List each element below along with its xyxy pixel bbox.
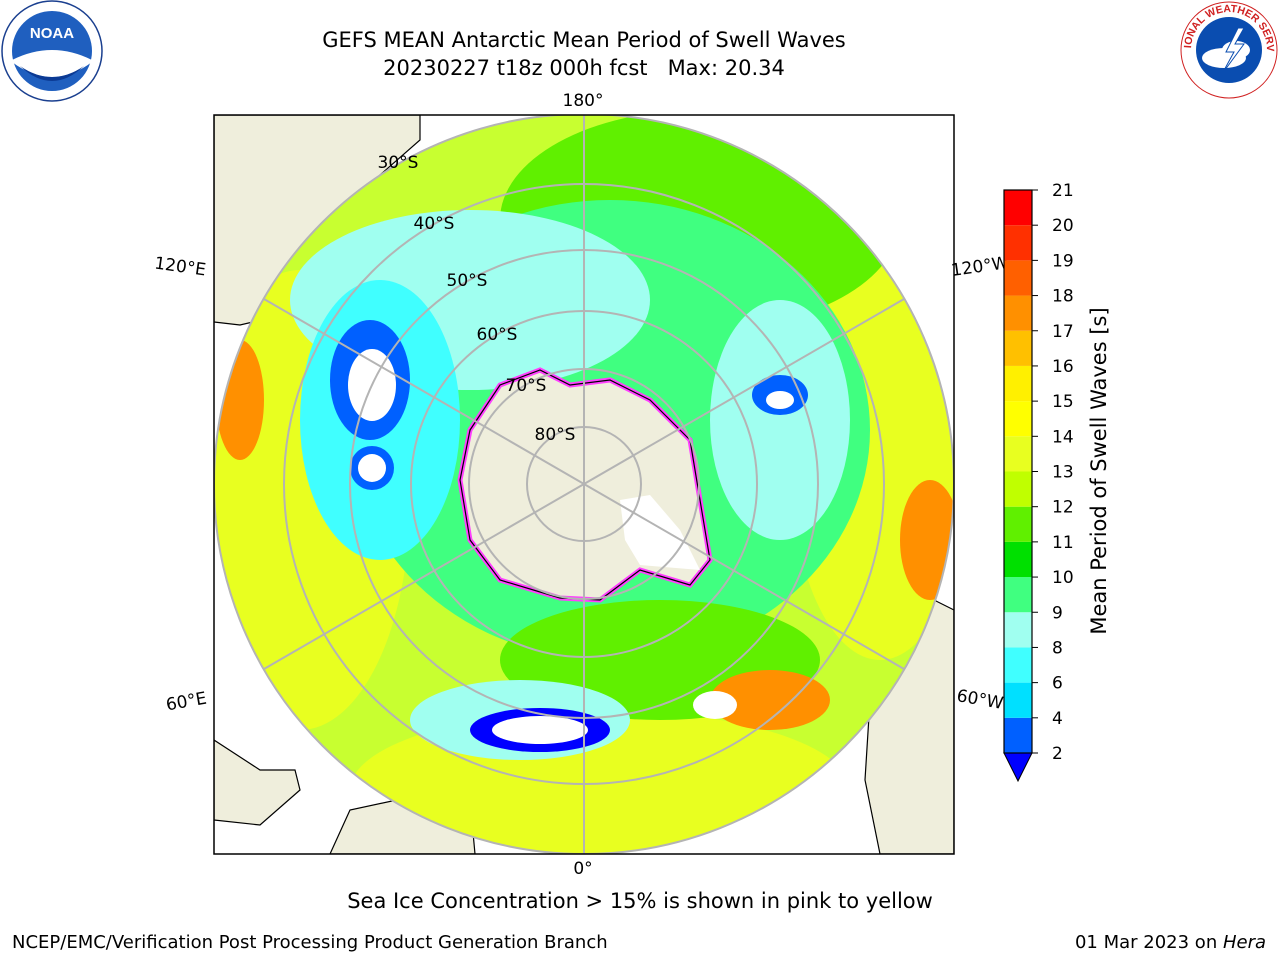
lat-label-80s: 80°S bbox=[535, 425, 576, 445]
lon-label-120w: 120°W bbox=[950, 253, 1010, 281]
colorbar-tick-label: 14 bbox=[1052, 427, 1074, 447]
colorbar-label: Mean Period of Swell Waves [s] bbox=[1087, 307, 1111, 634]
colorbar-bin bbox=[1004, 506, 1032, 542]
nws-logo: NATIONAL WEATHER SERVICE bbox=[1178, 0, 1278, 99]
colorbar-tick-label: 16 bbox=[1052, 357, 1074, 377]
colorbar-bin bbox=[1004, 190, 1032, 226]
colorbar-bin bbox=[1004, 717, 1032, 753]
colorbar-tick-label: 20 bbox=[1052, 216, 1074, 236]
lon-label-120e: 120°E bbox=[153, 254, 207, 281]
lat-label-40s: 40°S bbox=[414, 214, 455, 234]
footer-date-text: 01 Mar 2023 on bbox=[1074, 932, 1223, 953]
colorbar-bin bbox=[1004, 260, 1032, 296]
plot-title: GEFS MEAN Antarctic Mean Period of Swell… bbox=[322, 26, 846, 82]
colorbar-tick-label: 15 bbox=[1052, 392, 1074, 412]
colorbar-tick-label: 18 bbox=[1052, 287, 1074, 307]
colorbar-bin bbox=[1004, 401, 1032, 437]
colorbar-tick-label: 12 bbox=[1052, 498, 1074, 518]
sea-ice-caption: Sea Ice Concentration > 15% is shown in … bbox=[347, 889, 933, 913]
colorbar-tick-label: 19 bbox=[1052, 251, 1074, 271]
colorbar-bin bbox=[1004, 612, 1032, 648]
land-madagascar bbox=[214, 739, 301, 826]
colorbar-tick-label: 4 bbox=[1052, 709, 1063, 729]
colorbar-extend-arrow bbox=[1003, 752, 1033, 783]
footer-date: 01 Mar 2023 on Hera bbox=[1075, 932, 1266, 953]
colorbar-tick-label: 10 bbox=[1052, 568, 1074, 588]
colorbar-tick-label: 21 bbox=[1052, 181, 1074, 201]
noaa-logo-text: NOAA bbox=[30, 25, 74, 42]
lon-label-180: 180° bbox=[563, 91, 604, 111]
graticule bbox=[214, 115, 954, 854]
colorbar-tick-label: 11 bbox=[1052, 533, 1074, 553]
footer-credit: NCEP/EMC/Verification Post Processing Pr… bbox=[12, 932, 608, 953]
lon-label-60e: 60°E bbox=[164, 689, 208, 716]
colorbar-tick-label: 8 bbox=[1052, 638, 1063, 658]
colorbar-tick-label: 17 bbox=[1052, 322, 1074, 342]
lat-label-30s: 30°S bbox=[378, 153, 419, 173]
colorbar-bin bbox=[1004, 225, 1032, 261]
noaa-logo: NOAA bbox=[1, 0, 103, 102]
colorbar-tick-label: 2 bbox=[1052, 744, 1063, 764]
colorbar-bin bbox=[1004, 295, 1032, 331]
colorbar-tick-label: 13 bbox=[1052, 463, 1074, 483]
colorbar-bin bbox=[1004, 577, 1032, 613]
colorbar: 2 4 6 8 9 10 11 12 13 14 15 16 17 18 19 20 21 bbox=[1003, 181, 1074, 783]
colorbar-bin bbox=[1004, 365, 1032, 402]
colorbar-bin bbox=[1004, 330, 1032, 366]
colorbar-bin bbox=[1004, 436, 1032, 472]
lat-label-70s: 70°S bbox=[506, 376, 547, 396]
colorbar-bin bbox=[1004, 647, 1032, 683]
colorbar-tick-label: 9 bbox=[1052, 603, 1063, 623]
lat-label-60s: 60°S bbox=[477, 325, 518, 345]
title-line-2: 20230227 t18z 000h fcst Max: 20.34 bbox=[383, 56, 785, 80]
colorbar-bin bbox=[1004, 471, 1032, 507]
colorbar-tick-label: 6 bbox=[1052, 674, 1063, 694]
map-border bbox=[213, 114, 955, 855]
lat-label-50s: 50°S bbox=[447, 271, 488, 291]
lon-label-60w: 60°W bbox=[955, 686, 1005, 714]
footer-host: Hera bbox=[1222, 932, 1266, 953]
lon-label-0: 0° bbox=[573, 859, 592, 879]
colorbar-bin bbox=[1004, 682, 1032, 718]
colorbar-bin bbox=[1004, 541, 1032, 578]
title-line-1: GEFS MEAN Antarctic Mean Period of Swell… bbox=[322, 28, 846, 52]
